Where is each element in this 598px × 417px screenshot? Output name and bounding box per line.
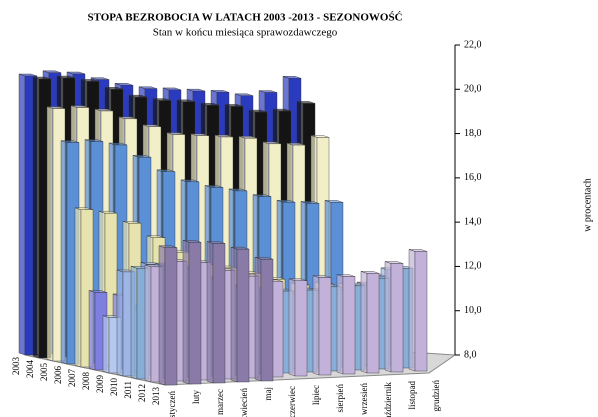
bar-side bbox=[144, 264, 152, 383]
y-tick-label: 12,0 bbox=[464, 261, 482, 272]
y-tick-label: 20,0 bbox=[464, 84, 482, 95]
x-tick-label: listopad bbox=[407, 381, 417, 410]
bar-side bbox=[182, 240, 190, 385]
bar-side bbox=[116, 269, 124, 377]
bar bbox=[294, 280, 308, 377]
x-tick-label: luty bbox=[191, 390, 201, 405]
bar-side bbox=[408, 249, 416, 372]
bar bbox=[212, 243, 226, 384]
bar-side bbox=[360, 271, 368, 374]
legend-label: 2013 bbox=[151, 387, 161, 406]
x-tick-label: sierpień bbox=[335, 384, 345, 413]
bar bbox=[236, 248, 250, 383]
bar bbox=[390, 263, 404, 373]
bar-side bbox=[312, 275, 320, 376]
bar-side bbox=[18, 73, 26, 356]
x-tick-label: styczeń bbox=[167, 391, 177, 417]
bar-side bbox=[336, 274, 344, 375]
bar-side bbox=[74, 207, 82, 368]
bar-side bbox=[288, 278, 296, 377]
chart-subtitle: Stan w końcu miesiąca sprawozdawczego bbox=[153, 27, 338, 39]
y-tick-label: 18,0 bbox=[464, 128, 482, 139]
bar bbox=[188, 242, 202, 385]
bar-side bbox=[46, 106, 54, 362]
legend-label: 2006 bbox=[53, 366, 63, 385]
x-tick-label: maj bbox=[263, 387, 273, 401]
bar-side bbox=[130, 266, 138, 380]
y-axis-label: w procentach bbox=[582, 178, 593, 232]
x-tick-label: grudzień bbox=[431, 380, 441, 412]
legend-label: 2005 bbox=[39, 363, 49, 382]
bar bbox=[366, 273, 380, 374]
bar-side bbox=[88, 290, 96, 371]
x-tick-label: lipiec bbox=[311, 385, 321, 405]
legend-label: 2009 bbox=[95, 375, 105, 394]
bar-side bbox=[102, 315, 110, 374]
y-tick-label: 8,0 bbox=[464, 349, 477, 360]
chart-title: STOPA BEZROBOCIA W LATACH 2003 -2013 - S… bbox=[87, 12, 402, 24]
legend-label: 2011 bbox=[123, 381, 133, 399]
x-tick-label: październik bbox=[383, 382, 393, 417]
x-tick-label: marzec bbox=[215, 389, 225, 415]
bar-side bbox=[384, 261, 392, 373]
x-tick-label: kwiecień bbox=[239, 388, 249, 417]
bar-side bbox=[230, 246, 238, 383]
legend-label: 2008 bbox=[81, 372, 91, 391]
legend-label: 2007 bbox=[67, 369, 77, 388]
legend-label: 2012 bbox=[137, 384, 147, 402]
y-tick-label: 10,0 bbox=[464, 305, 482, 316]
legend-label: 2010 bbox=[109, 378, 119, 397]
y-tick-label: 16,0 bbox=[464, 172, 482, 183]
bar bbox=[414, 251, 428, 372]
bar bbox=[260, 259, 274, 382]
bar bbox=[318, 277, 332, 376]
legend-label: 2004 bbox=[25, 360, 35, 379]
x-tick-label: wrzesień bbox=[359, 383, 369, 415]
legend-label: 2003 bbox=[11, 357, 21, 376]
y-tick-label: 22,0 bbox=[464, 39, 482, 50]
x-tick-label: czerwiec bbox=[287, 386, 297, 417]
y-tick-label: 14,0 bbox=[464, 216, 482, 227]
bar-side bbox=[254, 256, 262, 382]
bar bbox=[164, 247, 178, 386]
bar-side bbox=[158, 245, 166, 386]
bar-side bbox=[60, 140, 68, 365]
bar-side bbox=[32, 76, 40, 359]
bar bbox=[342, 276, 356, 375]
bar-side bbox=[206, 241, 214, 384]
